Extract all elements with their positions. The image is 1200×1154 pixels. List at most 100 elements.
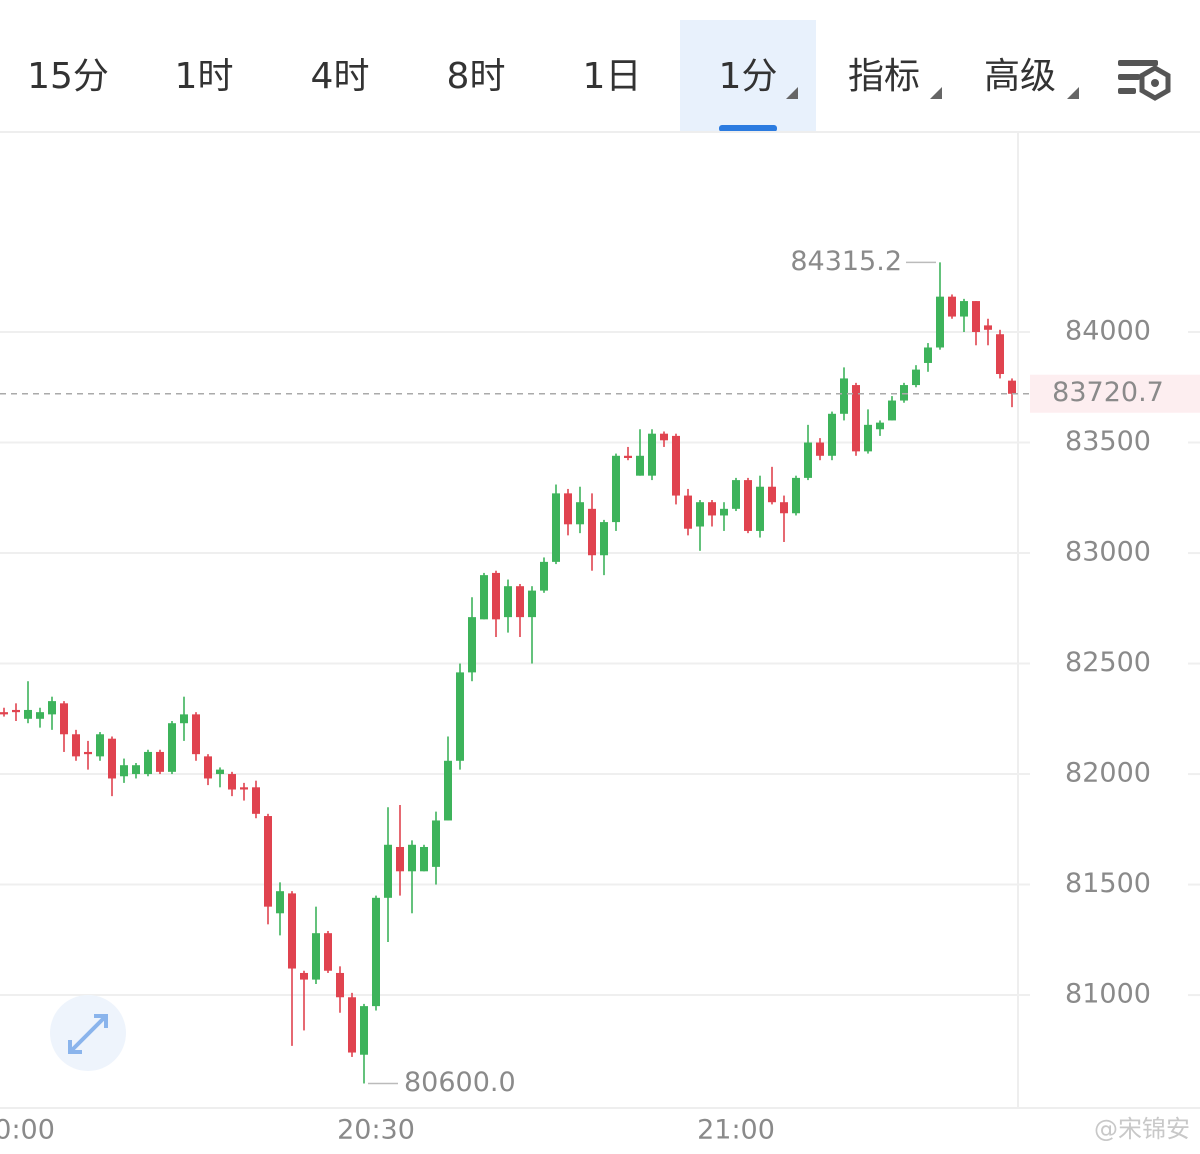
candle-body: [708, 502, 716, 516]
tab[interactable]: 1分: [719, 56, 778, 97]
candle-body: [792, 477, 800, 514]
max-label: 84315.2: [790, 246, 902, 277]
candle-body: [720, 508, 728, 516]
candle-body: [168, 723, 176, 772]
x-tick-label: 20:30: [337, 1115, 415, 1146]
candle-body: [516, 586, 524, 618]
candle-body: [780, 502, 788, 514]
candle-body: [732, 480, 740, 509]
last-price-bg: [1030, 374, 1200, 413]
candle-body: [384, 844, 392, 898]
candle-body: [552, 493, 560, 562]
candle-body: [528, 590, 536, 618]
candle-body: [36, 712, 44, 719]
candle-body: [480, 575, 488, 620]
candle-body: [576, 502, 584, 525]
candle-body: [252, 787, 260, 814]
y-tick-label: 81500: [1065, 868, 1151, 899]
candle-body: [768, 486, 776, 503]
candle-body: [912, 369, 920, 386]
candle-body: [876, 422, 884, 430]
candle-body: [192, 714, 200, 755]
tab[interactable]: 4时: [311, 56, 370, 97]
candle-body: [588, 508, 596, 556]
y-tick-label: 81000: [1065, 979, 1151, 1010]
candle-body: [948, 296, 956, 317]
tab[interactable]: 15分: [27, 56, 109, 97]
candle-body: [12, 709, 20, 713]
candle-body: [96, 734, 104, 757]
candle-body: [240, 787, 248, 790]
watermark: @宋锦安: [1094, 1115, 1190, 1143]
x-tick-label: 20:00: [0, 1115, 55, 1146]
candle-body: [420, 846, 428, 872]
tab[interactable]: 高级: [984, 56, 1056, 97]
candle-body: [744, 480, 752, 531]
candle-body: [456, 672, 464, 761]
candle-body: [804, 442, 812, 478]
candle-body: [924, 347, 932, 363]
candle-body: [504, 586, 512, 618]
x-tick-label: 21:00: [697, 1115, 775, 1146]
candle-body: [348, 997, 356, 1053]
candle-body: [468, 617, 476, 673]
candle-body: [996, 334, 1004, 375]
candle-body: [1008, 380, 1016, 394]
candle-body: [204, 756, 212, 779]
candle-body: [612, 455, 620, 523]
candle-body: [276, 891, 284, 914]
candle-body: [756, 486, 764, 531]
candle-body: [312, 933, 320, 980]
candle-body: [660, 433, 668, 441]
expand-button[interactable]: [50, 995, 126, 1071]
y-tick-label: 82500: [1065, 647, 1151, 678]
candle-body: [288, 893, 296, 969]
min-label: 80600.0: [404, 1067, 516, 1098]
active-tab-underline: [719, 125, 777, 132]
candle-body: [648, 433, 656, 476]
candle-body: [984, 325, 992, 330]
candle-body: [600, 522, 608, 556]
candle-body: [444, 760, 452, 821]
candle-body: [0, 712, 8, 715]
candle-body: [636, 455, 644, 476]
candle-body: [684, 495, 692, 529]
candle-body: [72, 734, 80, 757]
candle-body: [828, 413, 836, 456]
candle-body: [624, 455, 632, 458]
candle-body: [324, 933, 332, 971]
candle-body: [180, 714, 188, 724]
tab[interactable]: 1日: [583, 56, 642, 97]
candle-body: [864, 424, 872, 452]
tab[interactable]: 指标: [848, 56, 920, 97]
active-tab-bg: [680, 20, 816, 132]
candle-body: [972, 301, 980, 333]
candle-body: [888, 400, 896, 421]
candle-body: [48, 701, 56, 715]
candle-body: [300, 972, 308, 980]
candle-body: [156, 751, 164, 772]
candle-body: [696, 502, 704, 527]
y-tick-label: 83500: [1065, 426, 1151, 457]
last-price-label: 83720.7: [1052, 377, 1164, 408]
candle-body: [336, 972, 344, 998]
candle-body: [228, 774, 236, 790]
settings-icon[interactable]: [1118, 60, 1171, 101]
candle-body: [540, 561, 548, 591]
candle-body: [936, 296, 944, 348]
candle-body: [432, 820, 440, 867]
tab[interactable]: 8时: [447, 56, 506, 97]
candle-body: [144, 751, 152, 775]
candle-body: [216, 769, 224, 775]
candle-body: [108, 738, 116, 779]
candle-body: [132, 765, 140, 775]
tab[interactable]: 1时: [175, 56, 234, 97]
candle-body: [564, 493, 572, 525]
candle-body: [900, 385, 908, 401]
y-tick-label: 82000: [1065, 758, 1151, 789]
candle-body: [816, 442, 824, 456]
y-tick-label: 83000: [1065, 537, 1151, 568]
candle-body: [840, 378, 848, 414]
candle-body: [264, 816, 272, 907]
